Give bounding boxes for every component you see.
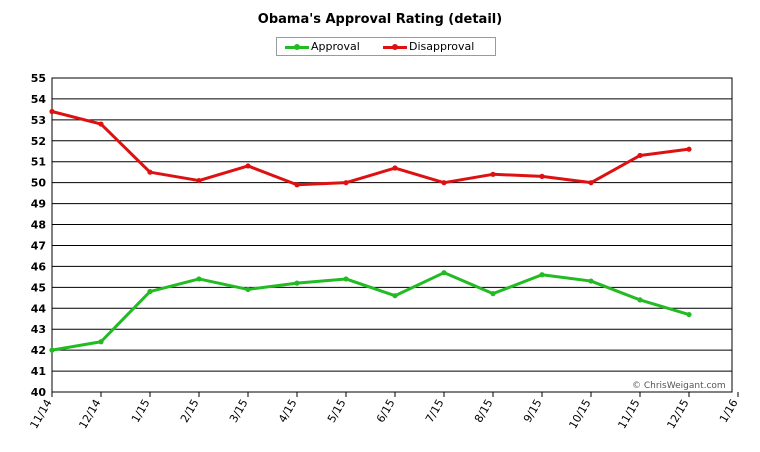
data-point-disapproval — [490, 171, 496, 177]
data-point-disapproval — [196, 177, 202, 184]
x-tick-label: 6/15 — [374, 397, 398, 425]
series-line-disapproval — [51, 110, 690, 187]
data-point-approval — [588, 278, 594, 284]
y-tick-label: 48 — [31, 219, 46, 232]
data-point-disapproval — [588, 180, 594, 186]
x-tick-label: 11/14 — [27, 397, 54, 431]
x-tick-label: 11/15 — [615, 397, 642, 431]
y-tick-label: 47 — [31, 239, 46, 252]
legend-label-approval: Approval — [311, 40, 360, 53]
y-tick-label: 46 — [31, 260, 47, 273]
x-tick-label: 8/15 — [472, 397, 496, 425]
y-tick-label: 54 — [31, 93, 47, 106]
series-line-approval — [51, 271, 690, 352]
x-tick-label: 12/14 — [76, 397, 103, 431]
legend-item-approval: Approval — [285, 40, 360, 53]
y-tick-label: 52 — [31, 135, 46, 148]
y-tick-label: 41 — [31, 365, 46, 378]
x-tick-label: 4/15 — [276, 397, 300, 425]
x-tick-label: 2/15 — [178, 397, 202, 425]
data-point-approval — [98, 339, 104, 345]
data-point-approval — [686, 311, 692, 318]
x-tick-label: 1/16 — [717, 397, 741, 425]
x-tick-label: 1/15 — [129, 397, 153, 425]
data-point-approval — [490, 291, 496, 297]
data-point-approval — [637, 297, 643, 303]
plot-area — [51, 77, 733, 393]
credit-text: © ChrisWeigant.com — [632, 381, 726, 391]
data-point-approval — [196, 276, 202, 282]
data-point-disapproval — [49, 108, 55, 115]
data-point-disapproval — [245, 163, 251, 169]
data-point-approval — [147, 288, 153, 295]
legend-item-disapproval: Disapproval — [383, 40, 474, 53]
x-tick-label: 10/15 — [566, 397, 593, 431]
legend: Approval Disapproval — [276, 37, 496, 56]
x-tick-label: 3/15 — [227, 397, 251, 425]
y-tick-label: 49 — [31, 198, 46, 211]
data-point-approval — [294, 280, 300, 286]
y-tick-label: 50 — [31, 177, 47, 190]
data-point-approval — [392, 293, 398, 299]
data-point-approval — [539, 272, 545, 278]
data-point-disapproval — [637, 152, 643, 159]
y-tick-label: 53 — [31, 114, 46, 127]
legend-label-disapproval: Disapproval — [409, 40, 475, 53]
data-point-approval — [49, 347, 55, 353]
legend-swatch-disapproval — [383, 43, 407, 50]
y-tick-label: 40 — [31, 386, 47, 399]
data-point-approval — [441, 270, 447, 276]
y-tick-label: 43 — [31, 323, 46, 336]
y-tick-label: 42 — [31, 344, 46, 357]
x-tick-label: 5/15 — [325, 397, 349, 425]
chart-title: Obama's Approval Rating (detail) — [257, 12, 503, 27]
data-point-disapproval — [294, 182, 300, 188]
data-point-approval — [343, 276, 349, 282]
data-point-disapproval — [686, 146, 692, 152]
legend-swatch-approval — [285, 43, 309, 50]
data-point-disapproval — [392, 165, 398, 171]
data-point-disapproval — [147, 169, 153, 175]
y-tick-label: 51 — [31, 156, 46, 169]
y-tick-label: 55 — [31, 72, 46, 85]
y-tick-label: 44 — [31, 302, 47, 315]
data-point-disapproval — [98, 121, 104, 127]
y-tick-label: 45 — [31, 281, 46, 294]
data-point-disapproval — [539, 173, 545, 179]
x-tick-label: 9/15 — [521, 397, 545, 425]
data-point-approval — [245, 286, 251, 293]
data-point-disapproval — [343, 180, 349, 186]
data-point-disapproval — [441, 180, 447, 186]
x-tick-label: 7/15 — [423, 397, 447, 425]
x-tick-label: 12/15 — [664, 397, 691, 431]
